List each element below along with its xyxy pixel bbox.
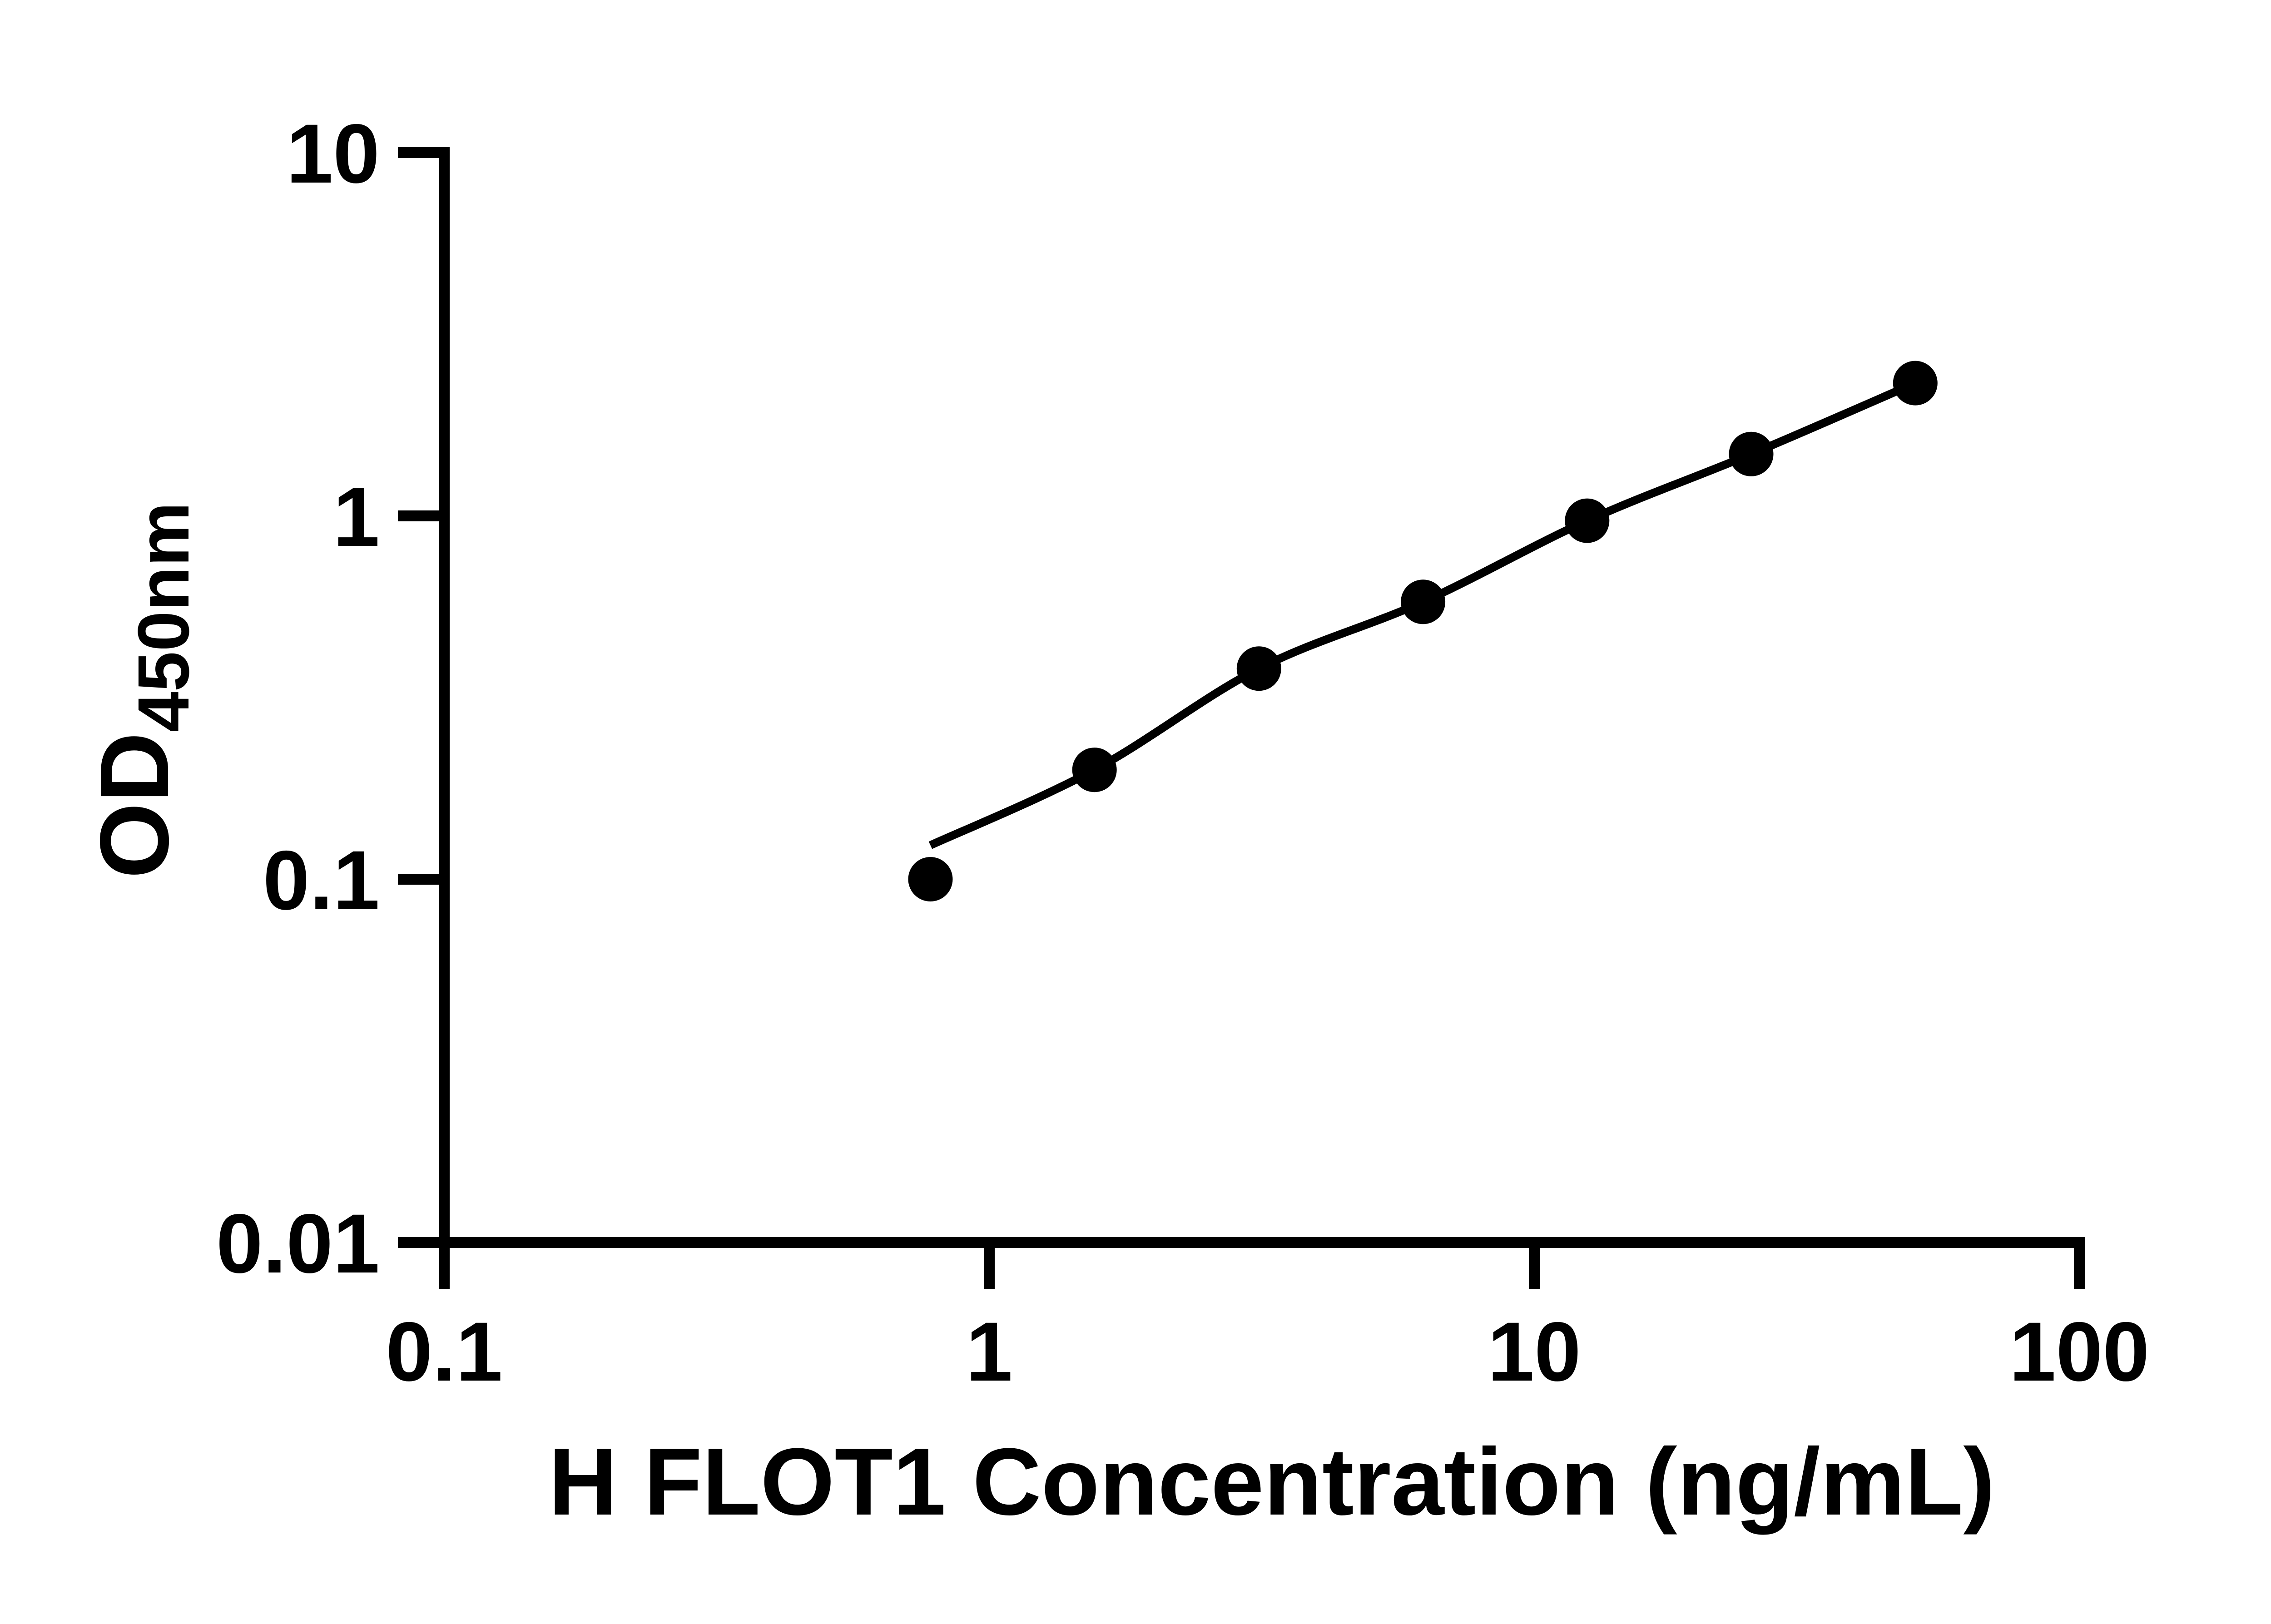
plot-area <box>908 361 1938 901</box>
data-points <box>908 361 1938 901</box>
y-tick-label-0.01: 0.01 <box>216 1197 380 1291</box>
x-tick-label-1: 1 <box>966 1305 1013 1399</box>
data-point-0.78ng-ml <box>908 857 953 901</box>
y-axis-title: OD450nm <box>79 502 204 878</box>
y-axis-title-sub: 450nm <box>123 502 204 732</box>
y-tick-label-10: 10 <box>286 107 380 201</box>
axes <box>439 147 2085 1248</box>
y-axis-tick-labels: 10 1 0.1 0.01 <box>216 107 380 1291</box>
x-axis-ticks <box>439 1243 2085 1289</box>
data-point-1.56ng-ml <box>1072 748 1117 792</box>
data-point-6.25ng-ml <box>1401 579 1446 624</box>
x-axis-title: H FLOT1 Concentration (ng/mL) <box>549 1428 1995 1535</box>
y-tick-label-1: 1 <box>333 470 380 564</box>
data-point-3.125ng-ml <box>1236 646 1281 691</box>
y-tick-label-0.1: 0.1 <box>263 834 380 927</box>
x-axis-tick-labels: 0.1 1 10 100 <box>386 1305 2149 1399</box>
y-axis-ticks <box>398 147 444 1248</box>
y-axis-title-main: OD <box>79 732 189 879</box>
x-tick-label-100: 100 <box>2009 1305 2150 1399</box>
x-tick-label-10: 10 <box>1488 1305 1581 1399</box>
data-point-12.5ng-ml <box>1565 498 1610 543</box>
x-tick-label-0.1: 0.1 <box>386 1305 502 1399</box>
data-point-50ng-ml <box>1893 361 1938 406</box>
data-point-25ng-ml <box>1729 431 1774 476</box>
